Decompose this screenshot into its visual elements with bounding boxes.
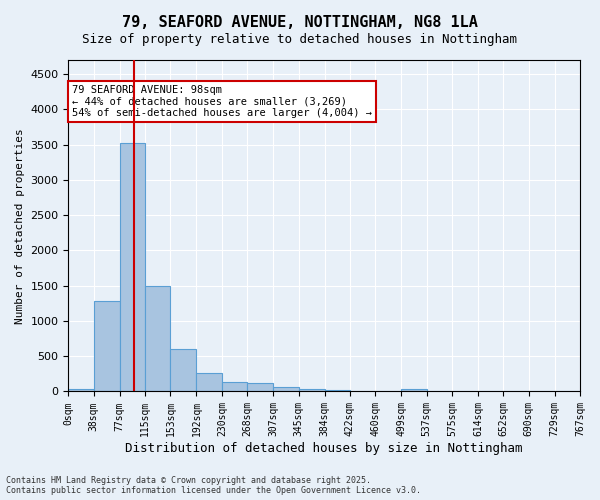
Text: 79 SEAFORD AVENUE: 98sqm
← 44% of detached houses are smaller (3,269)
54% of sem: 79 SEAFORD AVENUE: 98sqm ← 44% of detach… — [72, 84, 372, 118]
Bar — [196, 373, 222, 392]
Bar — [120, 142, 145, 392]
Bar — [299, 390, 325, 392]
Bar — [222, 382, 247, 392]
Bar — [325, 390, 350, 392]
Text: 79, SEAFORD AVENUE, NOTTINGHAM, NG8 1LA: 79, SEAFORD AVENUE, NOTTINGHAM, NG8 1LA — [122, 15, 478, 30]
Bar — [170, 349, 196, 392]
X-axis label: Distribution of detached houses by size in Nottingham: Distribution of detached houses by size … — [125, 442, 523, 455]
Text: Size of property relative to detached houses in Nottingham: Size of property relative to detached ho… — [83, 32, 517, 46]
Text: Contains HM Land Registry data © Crown copyright and database right 2025.
Contai: Contains HM Land Registry data © Crown c… — [6, 476, 421, 495]
Bar — [247, 383, 273, 392]
Bar — [273, 387, 299, 392]
Bar — [94, 301, 120, 392]
Bar — [401, 388, 427, 392]
Bar — [145, 286, 170, 392]
Bar — [68, 390, 94, 392]
Y-axis label: Number of detached properties: Number of detached properties — [15, 128, 25, 324]
